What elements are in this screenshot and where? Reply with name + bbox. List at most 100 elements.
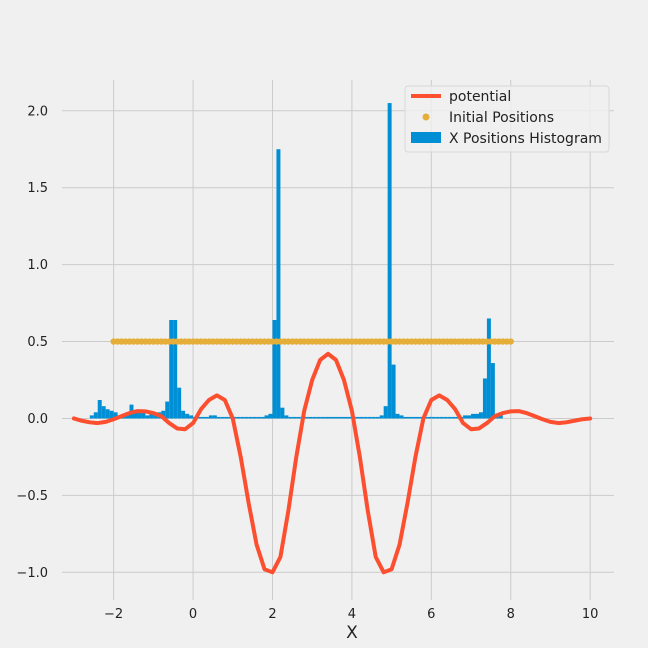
histogram-bar: [336, 416, 340, 419]
histogram-bar: [149, 413, 154, 419]
histogram-bar: [391, 364, 396, 419]
histogram-bar: [260, 416, 265, 419]
histogram-bar: [220, 416, 225, 419]
histogram-bar: [371, 416, 376, 419]
histogram-bar: [89, 415, 94, 419]
histogram-bar: [240, 416, 245, 419]
histogram-bar: [308, 416, 313, 419]
initial-positions-points: [110, 338, 514, 345]
histogram-bar: [419, 416, 424, 419]
histogram-bar: [272, 320, 277, 419]
histogram-bar: [165, 401, 170, 419]
histogram-bar: [399, 415, 404, 419]
y-tick-label: 1.0: [27, 258, 48, 273]
histogram-bar: [248, 416, 253, 419]
histogram-bar: [145, 415, 150, 419]
histogram-bar: [375, 416, 380, 419]
histogram-bar: [105, 409, 110, 419]
tick-labels: −2 0 2 4 6 8 10 −1.0 −0.5 0.0 0.5 1.0 1.5 2.0: [16, 104, 598, 622]
histogram-bar: [478, 412, 483, 419]
histogram-bar: [153, 413, 158, 419]
histogram-bar: [443, 416, 448, 419]
histogram-bar: [439, 416, 444, 419]
histogram-bar: [93, 412, 98, 419]
legend-label-histogram: X Positions Histogram: [449, 131, 602, 147]
histogram-bar: [486, 318, 491, 419]
x-axis-label: X: [346, 623, 358, 643]
histogram-bar: [113, 412, 118, 419]
legend-box: [404, 85, 610, 153]
histogram-bar: [256, 416, 261, 419]
histogram-bar: [204, 416, 209, 419]
histogram-bar: [383, 406, 388, 419]
histogram-bar: [347, 416, 352, 419]
legend-swatch-histogram: [411, 132, 441, 143]
histogram-bar: [133, 410, 138, 419]
histogram-bar: [109, 410, 114, 419]
histogram-bar: [332, 416, 337, 419]
histogram-bar: [403, 416, 408, 419]
histogram-bar: [141, 412, 146, 419]
legend-label-potential: potential: [449, 89, 511, 105]
histogram-bar: [367, 416, 372, 419]
histogram-bar: [208, 415, 213, 419]
initial-position-point: [507, 338, 514, 345]
histogram-bar: [320, 416, 325, 419]
histogram-bar: [236, 416, 241, 419]
histogram-bar: [137, 410, 142, 419]
histogram-bar: [328, 416, 333, 419]
histogram-bar: [276, 149, 281, 419]
histogram-bar: [316, 416, 321, 419]
histogram-bar: [411, 416, 416, 419]
histogram-bar: [101, 406, 106, 419]
histogram-bar: [435, 416, 440, 419]
y-tick-label: −0.5: [16, 489, 48, 504]
histogram-bar: [189, 415, 194, 419]
histogram-bar: [475, 413, 479, 419]
histogram-bar: [169, 320, 174, 419]
histogram-bar: [415, 416, 420, 419]
histogram-bar: [324, 416, 329, 419]
histogram-bar: [467, 415, 472, 419]
histogram-bar: [280, 407, 285, 419]
histogram-bar: [395, 413, 400, 419]
histogram-bar: [455, 416, 460, 419]
histogram-bar: [355, 416, 360, 419]
histogram-bar: [177, 387, 182, 419]
legend: potential Initial Positions X Positions …: [404, 85, 610, 153]
histogram-bar: [252, 416, 257, 419]
histogram-bar: [451, 416, 456, 419]
histogram-bar: [312, 416, 317, 419]
x-tick-label: 2: [268, 607, 276, 622]
histogram-bar: [292, 416, 297, 419]
y-tick-label: 1.5: [27, 181, 48, 196]
histogram-bar: [216, 416, 221, 419]
histogram-bar: [200, 416, 205, 419]
potential-line-group: [71, 351, 593, 575]
x-tick-label: 6: [427, 607, 435, 622]
y-tick-label: 2.0: [27, 104, 48, 119]
histogram-bar: [387, 103, 392, 419]
histogram-bar: [244, 416, 249, 419]
legend-swatch-initial-positions: [422, 113, 430, 121]
x-tick-label: 4: [348, 607, 356, 622]
histogram-bar: [173, 320, 178, 419]
histogram-bar: [490, 363, 495, 419]
histogram-bar: [181, 410, 186, 419]
legend-label-initial-positions: Initial Positions: [449, 110, 554, 126]
histogram-bar: [224, 416, 229, 419]
histogram-bar: [447, 416, 452, 419]
histogram-bar: [482, 378, 487, 419]
histogram-bar: [288, 416, 293, 419]
histogram-bar: [296, 416, 301, 419]
potential-line: [71, 351, 593, 575]
histogram-bar: [268, 413, 273, 419]
histogram-bar: [407, 416, 412, 419]
y-tick-label: 0.0: [27, 412, 48, 427]
y-tick-label: 0.5: [27, 335, 48, 350]
histogram-bar: [197, 416, 201, 419]
histogram-bar: [363, 416, 368, 419]
x-tick-label: 8: [507, 607, 515, 622]
